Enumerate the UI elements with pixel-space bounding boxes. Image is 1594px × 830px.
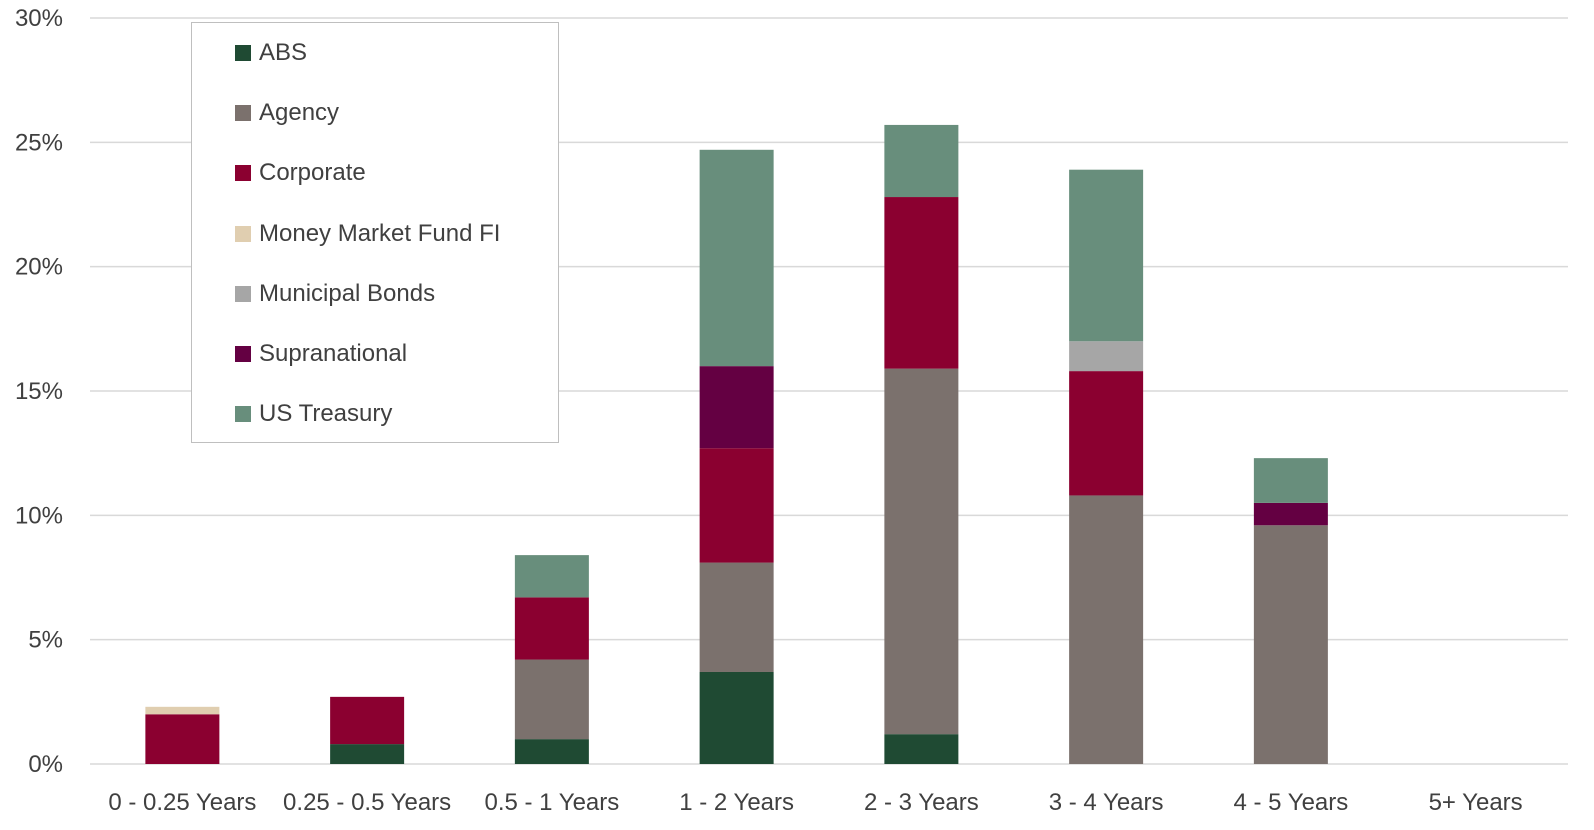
legend-swatch bbox=[235, 45, 251, 61]
legend-label: Municipal Bonds bbox=[259, 279, 436, 307]
legend-item: Supranational bbox=[235, 339, 407, 369]
legend-item: ABS bbox=[235, 38, 307, 68]
bar-segment bbox=[699, 149, 774, 367]
y-tick-label: 10% bbox=[15, 502, 63, 529]
bar-segment bbox=[145, 706, 220, 715]
legend-label: Money Market Fund FI bbox=[259, 219, 501, 247]
bar-segment bbox=[514, 659, 589, 740]
legend-label: US Treasury bbox=[259, 400, 393, 428]
bar-segment bbox=[1069, 495, 1144, 764]
legend-swatch bbox=[235, 346, 251, 362]
bar-segment bbox=[1069, 341, 1144, 372]
x-tick-label: 3 - 4 Years bbox=[1049, 789, 1164, 816]
bar-segment bbox=[330, 696, 405, 745]
bar-segment bbox=[1253, 525, 1328, 764]
y-axis: 0% 5% 10% 15% 20% 25% 30% bbox=[15, 5, 63, 778]
bar-segment bbox=[699, 448, 774, 563]
x-tick-label: 5+ Years bbox=[1429, 789, 1523, 816]
bar-segment bbox=[884, 124, 959, 198]
x-axis: 0 - 0.25 Years 0.25 - 0.5 Years 0.5 - 1 Ye… bbox=[108, 789, 1522, 816]
legend-item: Money Market Fund FI bbox=[235, 219, 500, 249]
x-tick-label: 0.5 - 1 Years bbox=[484, 789, 619, 816]
bars bbox=[145, 124, 1328, 764]
legend-swatch bbox=[235, 285, 251, 302]
y-tick-label: 15% bbox=[15, 378, 63, 405]
bar-segment bbox=[145, 714, 220, 764]
legend-item: Agency bbox=[235, 98, 339, 128]
legend-swatch bbox=[235, 165, 251, 182]
x-tick-label: 0 - 0.25 Years bbox=[108, 789, 256, 816]
bar-segment bbox=[884, 197, 959, 369]
legend-label: ABS bbox=[259, 39, 308, 66]
legend-item: Corporate bbox=[235, 158, 366, 188]
bar-segment bbox=[884, 368, 959, 735]
bar-segment bbox=[699, 671, 774, 764]
bar-segment bbox=[1069, 169, 1144, 342]
legend-item: US Treasury bbox=[235, 399, 392, 429]
legend-label: Agency bbox=[259, 99, 340, 127]
y-tick-label: 30% bbox=[15, 5, 63, 32]
bar-segment bbox=[514, 739, 589, 764]
y-tick-label: 5% bbox=[28, 627, 63, 654]
y-tick-label: 25% bbox=[15, 129, 63, 156]
y-tick-label: 20% bbox=[15, 254, 63, 281]
legend: ABS Agency Corporate Money Market Fund FI Mu… bbox=[191, 22, 559, 443]
legend-swatch bbox=[235, 105, 251, 122]
bar-segment bbox=[1253, 502, 1328, 526]
bar-segment bbox=[514, 597, 589, 660]
bar-segment bbox=[699, 562, 774, 672]
bar-segment bbox=[1253, 458, 1328, 503]
x-tick-label: 0.25 - 0.5 Years bbox=[283, 789, 451, 816]
x-tick-label: 4 - 5 Years bbox=[1234, 789, 1349, 816]
legend-swatch bbox=[235, 225, 251, 242]
y-tick-label: 0% bbox=[28, 751, 63, 778]
bar-segment bbox=[1069, 371, 1144, 496]
legend-item: Municipal Bonds bbox=[235, 279, 435, 309]
x-tick-label: 1 - 2 Years bbox=[679, 789, 794, 816]
bar-segment bbox=[884, 734, 959, 764]
legend-label: Supranational bbox=[259, 340, 408, 367]
bar-segment bbox=[514, 555, 589, 598]
x-tick-label: 2 - 3 Years bbox=[864, 789, 979, 816]
bar-segment bbox=[699, 366, 774, 449]
bar-segment bbox=[330, 744, 405, 764]
legend-swatch bbox=[235, 406, 251, 423]
legend-label: Corporate bbox=[259, 159, 366, 187]
